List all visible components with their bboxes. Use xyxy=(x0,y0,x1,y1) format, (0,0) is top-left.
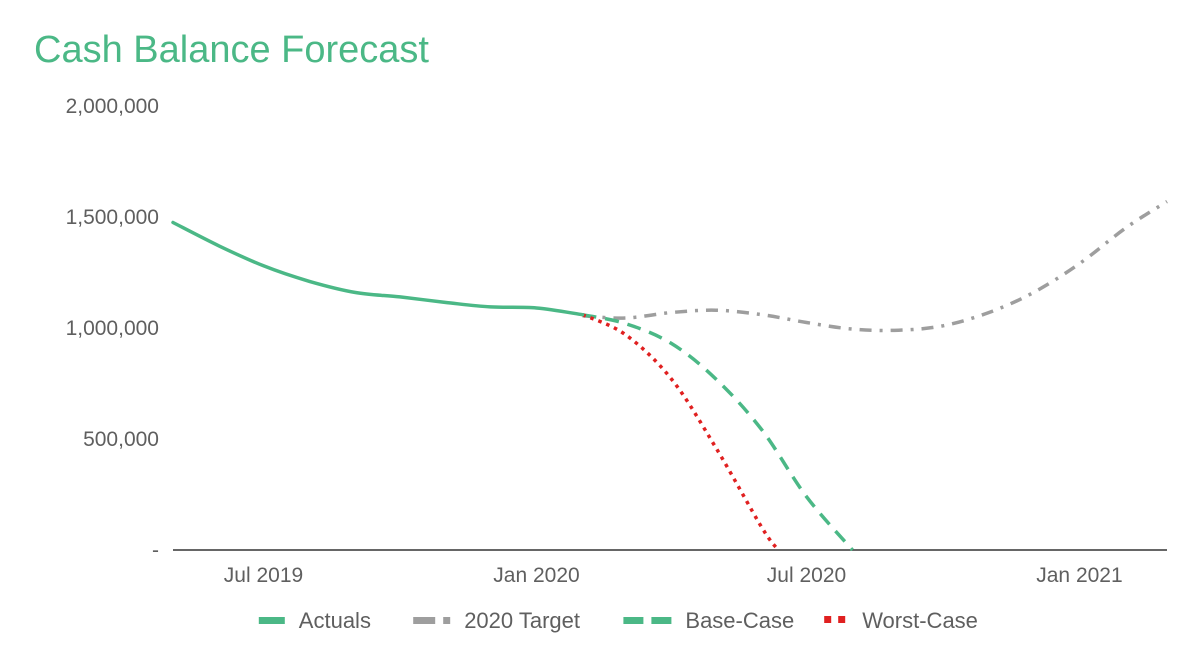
series-line-actuals xyxy=(171,220,585,317)
legend-label: 2020 Target xyxy=(464,608,580,633)
legend-swatch xyxy=(623,617,644,624)
x-axis: Jul 2019 Jan 2020 Jul 2020 Jan 2021 xyxy=(173,549,1167,587)
chart-title: Cash Balance Forecast xyxy=(34,29,429,71)
plot-area xyxy=(171,200,1168,551)
y-tick-label: 2,000,000 xyxy=(66,95,159,118)
y-tick-label: 500,000 xyxy=(83,428,159,451)
legend-label: Worst-Case xyxy=(862,608,978,633)
x-tick-label: Jan 2021 xyxy=(1036,564,1122,587)
legend: Actuals 2020 Target Base-Case Worst-Case xyxy=(258,608,978,633)
y-tick-label: 1,000,000 xyxy=(66,317,159,340)
legend-item-2020-target: 2020 Target xyxy=(413,608,580,633)
series-line-worst-case xyxy=(581,313,780,551)
x-tick-label: Jul 2020 xyxy=(767,564,846,587)
legend-item-actuals: Actuals xyxy=(258,608,371,633)
legend-swatch xyxy=(651,617,672,624)
series-line-2020-target xyxy=(582,200,1168,333)
legend-label: Base-Case xyxy=(685,608,794,633)
series-line-base-case xyxy=(582,312,854,551)
legend-swatch xyxy=(413,617,436,624)
legend-item-base-case: Base-Case xyxy=(623,608,794,633)
y-axis: - 500,000 1,000,000 1,500,000 2,000,000 xyxy=(66,95,159,562)
legend-swatch xyxy=(824,616,832,623)
y-tick-label: - xyxy=(152,539,159,562)
legend-swatch xyxy=(838,616,846,623)
y-tick-label: 1,500,000 xyxy=(66,206,159,229)
legend-swatch-dot xyxy=(443,617,451,624)
legend-swatch xyxy=(258,617,285,624)
legend-item-worst-case: Worst-Case xyxy=(824,608,978,633)
legend-label: Actuals xyxy=(299,608,371,633)
x-tick-label: Jul 2019 xyxy=(224,564,303,587)
x-tick-label: Jan 2020 xyxy=(493,564,579,587)
